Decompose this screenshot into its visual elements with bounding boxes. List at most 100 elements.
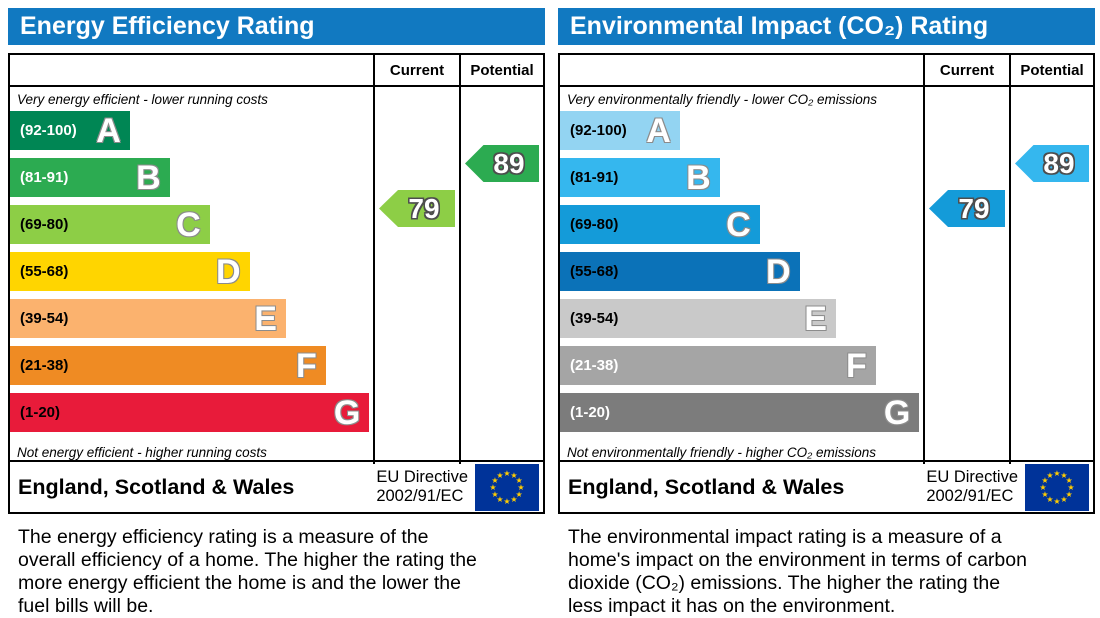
band-bar-a: (92-100) A (10, 111, 130, 150)
band-bar-g: (1-20) G (10, 393, 370, 432)
band-bar-g: (1-20) G (560, 393, 920, 432)
band-range-a: (92-100) (20, 122, 77, 139)
environmental-panel-title: Environmental Impact (CO₂) Rating (570, 12, 989, 40)
header-spacer (10, 55, 373, 85)
region-label: England, Scotland & Wales (568, 474, 845, 499)
eu-directive-label: EU Directive 2002/91/EC (376, 468, 468, 506)
band-letter-g: G (883, 393, 911, 432)
band-letter-c: C (726, 205, 751, 244)
band-range-g: (1-20) (20, 404, 61, 421)
svg-text:★: ★ (503, 469, 510, 478)
energy-description: The energy efficiency rating is a measur… (18, 526, 477, 617)
eu-flag-icon: ★ ★★ ★★★ ★★★ ★★★ (475, 463, 539, 511)
svg-text:★: ★ (491, 490, 498, 499)
eu-directive-label: EU Directive 2002/91/EC (926, 468, 1018, 506)
environmental-table-header: Current Potential (560, 55, 1093, 85)
band-row-e: (39-54) E (10, 299, 373, 338)
svg-text:★: ★ (510, 470, 517, 479)
current-rating-arrow-icon: 79 (379, 190, 455, 227)
environmental-bottom-note: Not environmentally friendly - higher CO… (567, 444, 877, 460)
energy-band-chart: Very energy efficient - lower running co… (10, 87, 373, 464)
svg-text:★: ★ (503, 497, 510, 506)
potential-rating-value: 89 (493, 147, 525, 179)
rating-panels: Energy Efficiency Rating Current Potenti… (8, 8, 1095, 514)
band-range-c: (69-80) (20, 216, 69, 233)
band-row-d: (55-68) D (10, 252, 373, 291)
band-range-b: (81-91) (20, 169, 69, 186)
band-bar-b: (81-91) B (560, 158, 720, 197)
environmental-impact-panel: Environmental Impact (CO₂) Rating Curren… (558, 8, 1095, 514)
band-letter-e: E (254, 299, 277, 338)
energy-table-body: Very energy efficient - lower running co… (10, 85, 543, 464)
band-letter-g: G (333, 393, 361, 432)
energy-bands: (92-100) A (81-91) B (10, 111, 373, 440)
svg-text:★: ★ (517, 483, 524, 492)
eu-directive-line2: 2002/91/EC (376, 487, 464, 505)
band-row-g: (1-20) G (560, 393, 923, 432)
potential-column-header: Potential (1009, 55, 1093, 85)
energy-top-note: Very energy efficient - lower running co… (17, 91, 268, 107)
energy-current-cell: 79 (373, 87, 459, 464)
rating-descriptions: The energy efficiency rating is a measur… (0, 514, 1100, 618)
band-letter-a: A (646, 111, 671, 150)
svg-text:★: ★ (516, 490, 523, 499)
environmental-description: The environmental impact rating is a mea… (568, 526, 1027, 617)
band-bar-a: (92-100) A (560, 111, 680, 150)
band-range-d: (55-68) (570, 263, 619, 280)
band-letter-f: F (846, 346, 867, 385)
header-spacer (560, 55, 923, 85)
potential-rating-value: 89 (1043, 147, 1075, 179)
environmental-potential-cell: 89 (1009, 87, 1093, 464)
band-range-b: (81-91) (570, 169, 619, 186)
band-row-e: (39-54) E (560, 299, 923, 338)
svg-text:★: ★ (491, 476, 498, 485)
current-rating-value: 79 (408, 192, 440, 224)
band-range-e: (39-54) (20, 310, 69, 327)
potential-rating-arrow-icon: 89 (465, 145, 539, 182)
energy-potential-cell: 89 (459, 87, 543, 464)
band-letter-c: C (176, 205, 201, 244)
svg-text:★: ★ (1046, 495, 1053, 504)
region-label: England, Scotland & Wales (18, 474, 295, 499)
band-row-f: (21-38) F (10, 346, 373, 385)
band-bar-e: (39-54) E (10, 299, 286, 338)
band-range-a: (92-100) (570, 122, 627, 139)
eu-directive-line1: EU Directive (926, 468, 1018, 486)
band-letter-b: B (686, 158, 711, 197)
band-range-c: (69-80) (570, 216, 619, 233)
band-letter-d: D (216, 252, 241, 291)
svg-text:★: ★ (1053, 497, 1060, 506)
svg-text:★: ★ (516, 476, 523, 485)
energy-panel-title: Energy Efficiency Rating (20, 12, 315, 40)
eu-directive-line1: EU Directive (376, 468, 468, 486)
current-rating-arrow-icon: 79 (929, 190, 1005, 227)
band-range-f: (21-38) (570, 357, 619, 374)
environmental-bands: (92-100) A (81-91) B (560, 111, 923, 440)
svg-text:★: ★ (1046, 470, 1053, 479)
current-column-header: Current (373, 55, 459, 85)
svg-text:★: ★ (1067, 483, 1074, 492)
environmental-band-chart: Very environmentally friendly - lower CO… (560, 87, 923, 464)
band-row-f: (21-38) F (560, 346, 923, 385)
band-bar-f: (21-38) F (560, 346, 876, 385)
band-letter-e: E (804, 299, 827, 338)
band-row-b: (81-91) B (560, 158, 923, 197)
energy-table-footer: England, Scotland & Wales EU Directive 2… (10, 460, 543, 512)
band-range-g: (1-20) (570, 404, 611, 421)
band-bar-c: (69-80) C (10, 205, 210, 244)
svg-text:★: ★ (489, 483, 496, 492)
environmental-current-cell: 79 (923, 87, 1009, 464)
band-letter-d: D (766, 252, 791, 291)
potential-column-header: Potential (459, 55, 543, 85)
energy-efficiency-panel: Energy Efficiency Rating Current Potenti… (8, 8, 545, 514)
svg-text:★: ★ (496, 495, 503, 504)
svg-text:★: ★ (1060, 495, 1067, 504)
environmental-table-footer: England, Scotland & Wales EU Directive 2… (560, 460, 1093, 512)
svg-text:★: ★ (1060, 470, 1067, 479)
svg-text:★: ★ (1039, 483, 1046, 492)
environmental-rating-table: Current Potential Very environmentally f… (558, 53, 1095, 514)
eu-directive-line2: 2002/91/EC (926, 487, 1014, 505)
band-bar-d: (55-68) D (10, 252, 250, 291)
band-row-a: (92-100) A (10, 111, 373, 150)
